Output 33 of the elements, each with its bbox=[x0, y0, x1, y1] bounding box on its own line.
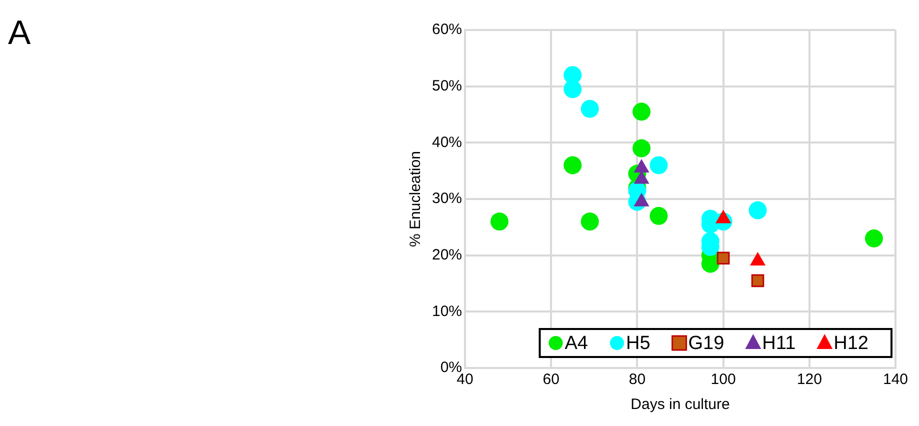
x-tick-label: 60 bbox=[542, 371, 560, 388]
point bbox=[864, 229, 883, 248]
x-axis-title: Days in culture bbox=[630, 396, 730, 414]
point bbox=[564, 80, 582, 98]
x-tick-label: 120 bbox=[796, 371, 822, 388]
point bbox=[632, 102, 651, 121]
legend-label: A4 bbox=[564, 333, 588, 354]
point bbox=[632, 139, 651, 158]
legend-label: G19 bbox=[688, 333, 724, 354]
text: A bbox=[8, 14, 31, 53]
x-tick-label: 80 bbox=[628, 371, 646, 388]
x-tick-label: 140 bbox=[882, 371, 908, 388]
point bbox=[490, 212, 508, 231]
legend-label: H11 bbox=[762, 333, 796, 354]
y-axis-title: % Enucleation bbox=[407, 151, 424, 247]
point bbox=[564, 156, 582, 174]
y-tick-label: 30% bbox=[432, 190, 462, 208]
point bbox=[748, 201, 767, 220]
legend-label: H5 bbox=[626, 333, 650, 354]
y-tick-label: 60% bbox=[432, 21, 462, 38]
y-tick-label: 40% bbox=[432, 134, 462, 151]
point bbox=[580, 212, 599, 231]
y-tick-label: 20% bbox=[432, 246, 462, 264]
point bbox=[650, 156, 668, 174]
point bbox=[580, 100, 599, 118]
point bbox=[751, 274, 764, 288]
y-tick-label: 50% bbox=[432, 77, 462, 94]
x-tick-label: 100 bbox=[710, 371, 736, 388]
legend-label: H12 bbox=[834, 333, 868, 354]
y-tick-label: 10% bbox=[432, 302, 462, 320]
point bbox=[650, 206, 668, 225]
x-tick-label: 40 bbox=[456, 371, 474, 388]
point bbox=[716, 252, 730, 265]
